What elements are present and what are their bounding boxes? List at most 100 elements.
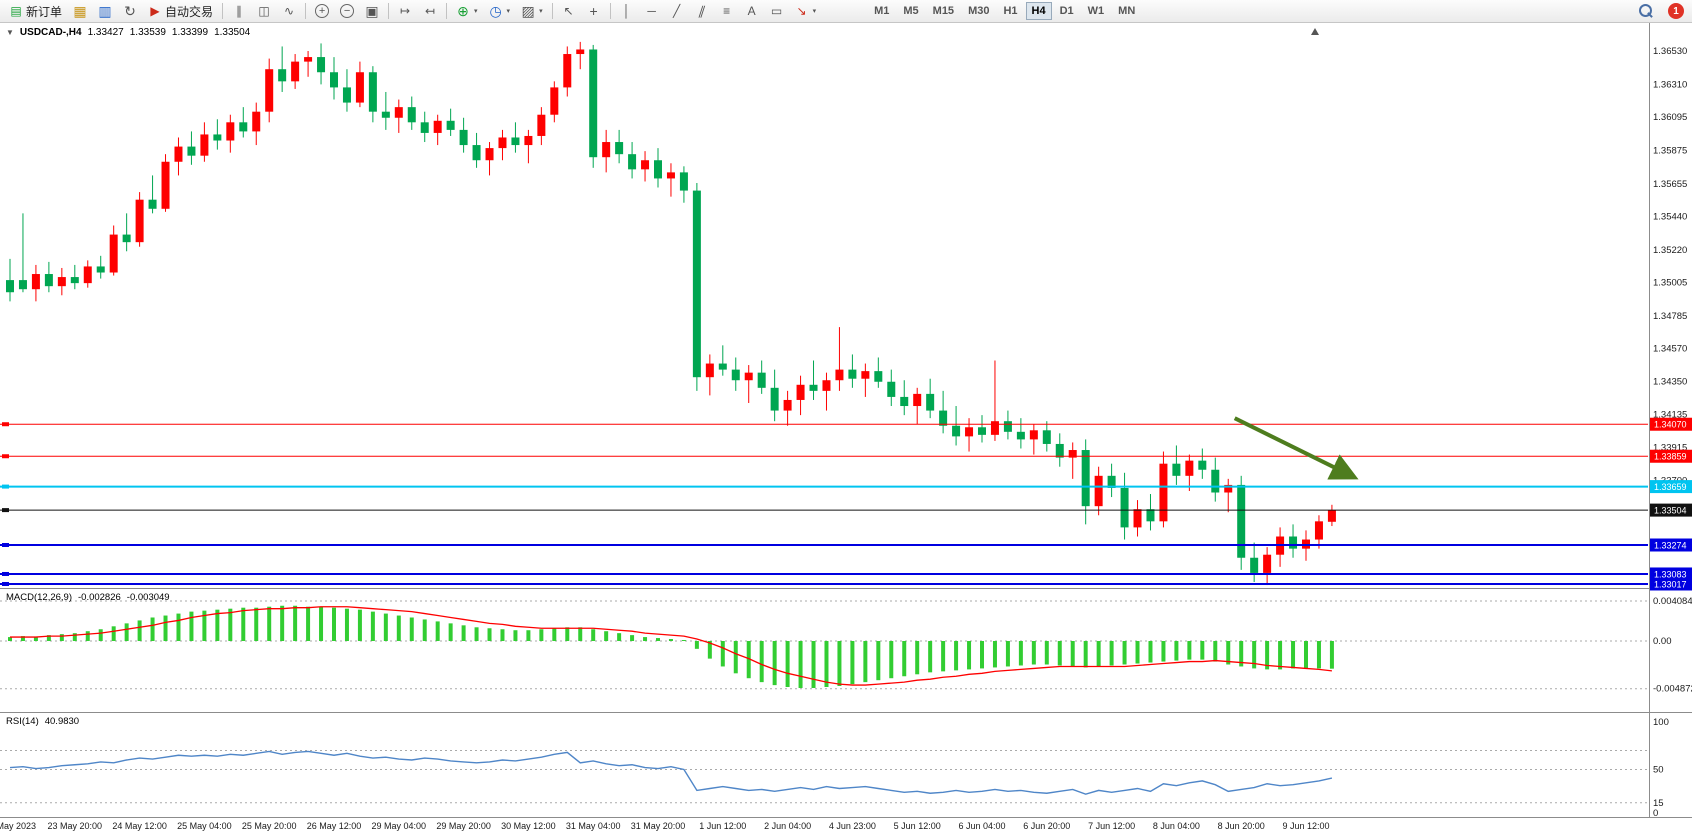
auto-scroll-button[interactable]: ↦ xyxy=(393,1,417,21)
chart-shift-button[interactable]: ↤ xyxy=(418,1,442,21)
market-watch-icon: ▦ xyxy=(73,3,87,19)
tile-windows-button[interactable]: ▣ xyxy=(360,1,384,21)
collapse-icon[interactable]: ▼ xyxy=(6,28,14,37)
svg-text:1.35005: 1.35005 xyxy=(1653,277,1687,288)
svg-text:26 May 12:00: 26 May 12:00 xyxy=(307,821,362,831)
trend-arrow xyxy=(1233,416,1359,480)
svg-text:6 Jun 04:00: 6 Jun 04:00 xyxy=(958,821,1005,831)
svg-text:1.36530: 1.36530 xyxy=(1653,46,1687,57)
templates-button[interactable]: ▨ ▾ xyxy=(516,1,548,21)
zoom-out-icon: − xyxy=(340,4,355,18)
svg-text:1.34570: 1.34570 xyxy=(1653,343,1687,354)
chevron-down-icon: ▾ xyxy=(474,8,478,15)
svg-text:15: 15 xyxy=(1653,798,1664,809)
svg-text:1.36095: 1.36095 xyxy=(1653,112,1687,123)
line-chart-icon: ∿ xyxy=(284,4,295,18)
crosshair-button[interactable]: + xyxy=(582,1,606,21)
svg-text:1.35220: 1.35220 xyxy=(1653,245,1687,256)
svg-text:1.33915: 1.33915 xyxy=(1653,443,1687,454)
trendline-button[interactable]: ╱ xyxy=(665,1,689,21)
chart-canvas[interactable]: 1.36530 1.36310 1.36095 1.35875 1.35655 1.354… xyxy=(0,23,1692,838)
market-watch-button[interactable]: ▦ xyxy=(68,1,92,21)
timeframe-D1[interactable]: D1 xyxy=(1054,2,1080,20)
navigator-button[interactable]: ▥ xyxy=(93,1,117,21)
svg-text:1.34350: 1.34350 xyxy=(1653,377,1687,388)
bar-chart-icon: ∥ xyxy=(236,4,243,18)
zoom-in-icon: + xyxy=(315,4,330,18)
vertical-line-button[interactable]: │ xyxy=(615,1,639,21)
periods-button[interactable]: ◷ ▾ xyxy=(484,1,516,21)
svg-text:1.34070: 1.34070 xyxy=(1654,420,1687,430)
search-icon xyxy=(1639,4,1653,18)
svg-text:31 May 20:00: 31 May 20:00 xyxy=(631,821,686,831)
notification-badge[interactable]: 1 xyxy=(1668,3,1684,19)
timeframe-M30[interactable]: M30 xyxy=(962,2,995,20)
hline-layer xyxy=(0,422,1648,586)
auto-scroll-icon: ↦ xyxy=(400,4,411,18)
toolbar-separator xyxy=(446,3,448,19)
zoom-in-button[interactable]: + xyxy=(310,1,334,21)
timeframe-H1[interactable]: H1 xyxy=(997,2,1023,20)
svg-text:29 May 20:00: 29 May 20:00 xyxy=(436,821,491,831)
candlestick-mode-button[interactable]: ◫ xyxy=(252,1,276,21)
svg-text:23 May 20:00: 23 May 20:00 xyxy=(48,821,103,831)
timeframe-M1[interactable]: M1 xyxy=(868,2,895,20)
scroll-end-marker xyxy=(1311,28,1319,35)
zoom-out-button[interactable]: − xyxy=(335,1,359,21)
svg-text:5 Jun 12:00: 5 Jun 12:00 xyxy=(894,821,941,831)
macd-signal-line xyxy=(10,606,1332,686)
timeframe-W1[interactable]: W1 xyxy=(1082,2,1111,20)
chevron-down-icon: ▾ xyxy=(506,8,511,15)
vertical-line-icon: │ xyxy=(622,4,631,18)
macd-layer xyxy=(8,605,1334,689)
panel-separators xyxy=(0,23,1692,818)
chevron-down-icon: ▾ xyxy=(539,8,543,15)
candlestick-chart-icon: ◫ xyxy=(258,4,270,18)
svg-text:0: 0 xyxy=(1653,808,1658,819)
svg-text:7 Jun 12:00: 7 Jun 12:00 xyxy=(1088,821,1135,831)
svg-text:8 Jun 20:00: 8 Jun 20:00 xyxy=(1218,821,1265,831)
channel-button[interactable]: ∥ xyxy=(690,1,714,21)
svg-text:1.33504: 1.33504 xyxy=(1654,506,1687,516)
svg-text:31 May 04:00: 31 May 04:00 xyxy=(566,821,621,831)
bar-chart-mode-button[interactable]: ∥ xyxy=(227,1,251,21)
timeframe-H4[interactable]: H4 xyxy=(1025,2,1052,20)
cursor-button[interactable]: ↖ xyxy=(557,1,581,21)
toolbar-separator xyxy=(388,3,390,19)
timeframe-MN[interactable]: MN xyxy=(1112,2,1141,20)
arrow-object-icon: ↘ xyxy=(796,4,807,18)
navigator-icon: ▥ xyxy=(98,3,112,19)
svg-text:100: 100 xyxy=(1653,717,1669,728)
svg-text:24 May 12:00: 24 May 12:00 xyxy=(112,821,167,831)
price-tag-boxes: 1.34070 1.33859 1.33659 1.33504 1.33274 1.330… xyxy=(1650,417,1692,591)
svg-text:1.36310: 1.36310 xyxy=(1653,79,1687,90)
autotrading-button[interactable]: ▶ 自动交易 xyxy=(143,1,218,21)
new-order-button[interactable]: ▤ 新订单 xyxy=(4,1,67,21)
svg-text:25 May 04:00: 25 May 04:00 xyxy=(177,821,232,831)
timeframe-M15[interactable]: M15 xyxy=(927,2,960,20)
svg-text:1.33659: 1.33659 xyxy=(1654,482,1687,492)
svg-text:1.34785: 1.34785 xyxy=(1653,311,1687,322)
text-label-button[interactable]: ▭ xyxy=(765,1,789,21)
timeframe-M5[interactable]: M5 xyxy=(897,2,924,20)
horizontal-line-button[interactable]: ─ xyxy=(640,1,664,21)
fibonacci-button[interactable]: ≡ xyxy=(715,1,739,21)
search-button[interactable] xyxy=(1634,1,1658,21)
svg-text:0.004084: 0.004084 xyxy=(1653,596,1692,607)
text-tool-button[interactable]: A xyxy=(740,1,764,21)
trendline-icon: ╱ xyxy=(672,4,681,18)
line-chart-mode-button[interactable]: ∿ xyxy=(277,1,301,21)
text-label-icon: ▭ xyxy=(770,4,783,18)
channel-icon: ∥ xyxy=(696,4,707,18)
svg-text:1.35875: 1.35875 xyxy=(1653,145,1687,156)
svg-text:23 May 2023: 23 May 2023 xyxy=(0,821,36,831)
indicator-grid xyxy=(0,600,1648,804)
toolbar-separator xyxy=(305,3,307,19)
indicators-button[interactable]: ⊕ ▾ xyxy=(451,1,483,21)
arrows-tool-button[interactable]: ↘ ▾ xyxy=(790,1,822,21)
autotrading-icon: ▶ xyxy=(150,4,160,18)
refresh-button[interactable]: ↻ xyxy=(118,1,142,21)
svg-text:1.33274: 1.33274 xyxy=(1654,541,1687,551)
text-icon: A xyxy=(747,4,756,18)
refresh-icon: ↻ xyxy=(124,3,136,19)
